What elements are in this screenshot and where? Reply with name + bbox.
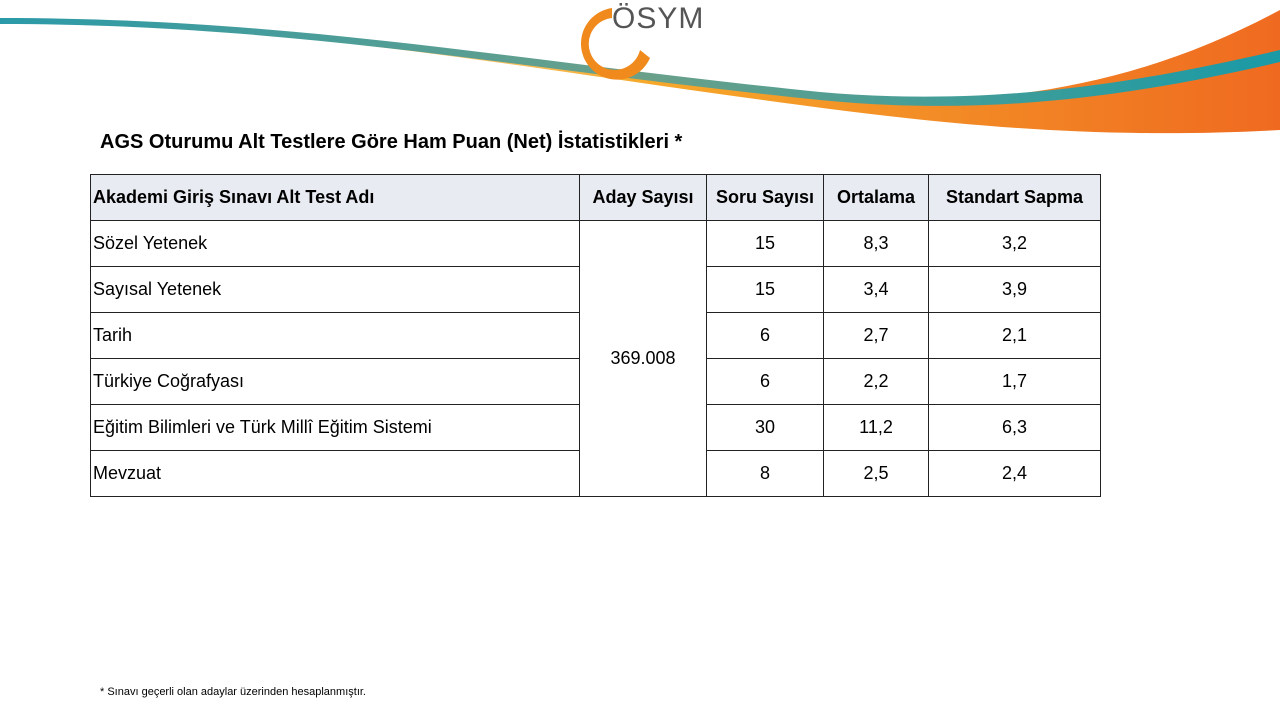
cell: 2,1 [928, 312, 1101, 359]
table-row: Sözel Yetenek 369.008 15 8,3 3,2 [90, 220, 1101, 497]
candidate-count: 369.008 [579, 220, 707, 497]
header-row: Akademi Giriş Sınavı Alt Test Adı Aday Sa… [90, 174, 1101, 221]
cell: 6 [706, 312, 824, 359]
cell: 1,7 [928, 358, 1101, 405]
cell: 30 [706, 404, 824, 451]
test-name: Sözel Yetenek [90, 220, 580, 267]
cell: 8 [706, 450, 824, 497]
stats-table: Akademi Giriş Sınavı Alt Test Adı Aday Sa… [90, 174, 1101, 497]
cell: 6,3 [928, 404, 1101, 451]
cell: 3,9 [928, 266, 1101, 313]
table-body: Sözel Yetenek 369.008 15 8,3 3,2 Sayısal Yete… [90, 220, 1101, 497]
cell: 2,2 [823, 358, 929, 405]
cell: 2,4 [928, 450, 1101, 497]
cell: 15 [706, 266, 824, 313]
test-name: Mevzuat [90, 450, 580, 497]
table-row: Mevzuat 8 2,5 2,4 [90, 450, 1101, 497]
column-header: Akademi Giriş Sınavı Alt Test Adı [90, 174, 580, 221]
cell: 6 [706, 358, 824, 405]
logo-text: ÖSYM [612, 2, 705, 35]
table-row: Eğitim Bilimleri ve Türk Millî Eğitim Si… [90, 404, 1101, 451]
header-decoration [0, 8, 1280, 134]
cell: 3,4 [823, 266, 929, 313]
title: AGS Oturumu Alt Testlere Göre Ham Puan (… [100, 131, 683, 153]
cell: 2,7 [823, 312, 929, 359]
cell: 15 [706, 220, 824, 267]
column-header: Standart Sapma [928, 174, 1101, 221]
column-header: Aday Sayısı [579, 174, 707, 221]
test-name: Eğitim Bilimleri ve Türk Millî Eğitim Si… [90, 404, 580, 451]
test-name: Türkiye Coğrafyası [90, 358, 580, 405]
table-row: Sayısal Yetenek 15 3,4 3,9 [90, 266, 1101, 313]
column-header: Soru Sayısı [706, 174, 824, 221]
test-name: Sayısal Yetenek [90, 266, 580, 313]
footnote: * Sınavı geçerli olan adaylar üzerinden … [100, 686, 366, 698]
cell: 8,3 [823, 220, 929, 267]
teal-swoosh [0, 18, 1280, 106]
table-row: Tarih 6 2,7 2,1 [90, 312, 1101, 359]
column-header: Ortalama [823, 174, 929, 221]
cell: 11,2 [823, 404, 929, 451]
cell: 3,2 [928, 220, 1101, 267]
table-row: Türkiye Coğrafyası 6 2,2 1,7 [90, 358, 1101, 405]
cell: 2,5 [823, 450, 929, 497]
test-name: Tarih [90, 312, 580, 359]
